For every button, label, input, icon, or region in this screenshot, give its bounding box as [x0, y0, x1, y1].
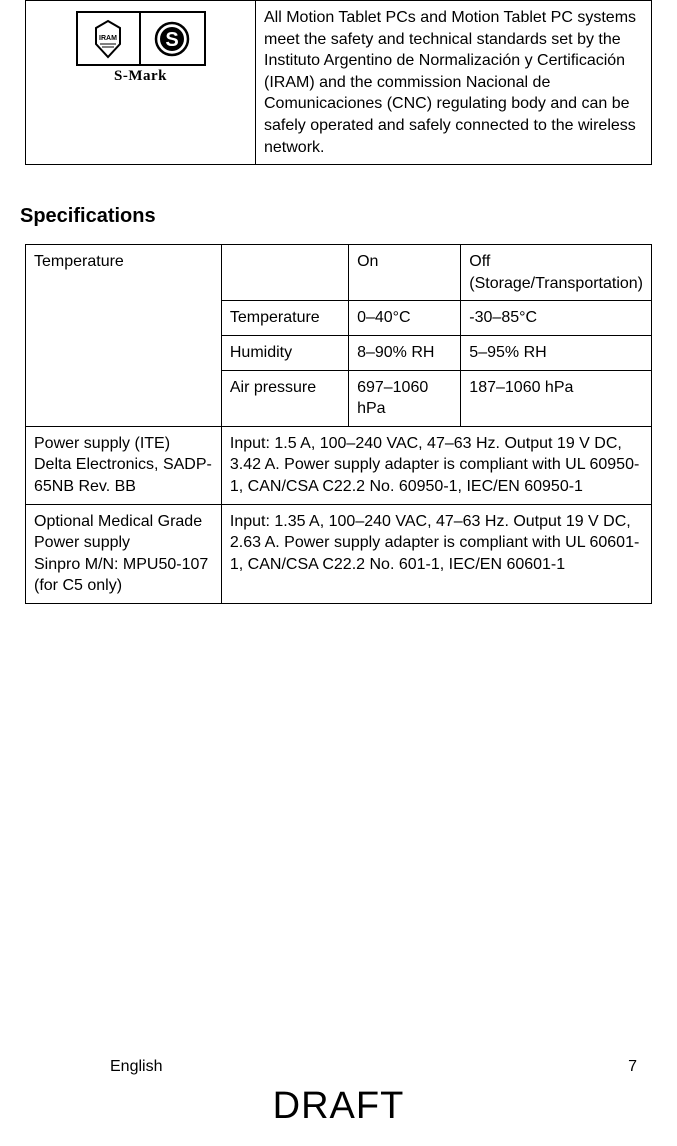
specifications-heading: Specifications: [20, 205, 657, 228]
cell-off: 5–95% RH: [461, 335, 652, 370]
certification-logo-cell: IRAM S S-Mark: [26, 1, 256, 165]
cell-on: 0–40°C: [349, 301, 461, 336]
specifications-table: Temperature On Off (Storage/Transportati…: [25, 244, 652, 604]
psu-ite-line1: Power supply (ITE): [34, 435, 170, 452]
cell-label: Air pressure: [221, 370, 348, 426]
table-row: Optional Medical Grade Power supply Sinp…: [26, 504, 652, 603]
svg-text:IRAM: IRAM: [99, 35, 117, 42]
iram-icon: IRAM: [78, 13, 141, 64]
table-row: Power supply (ITE) Delta Electronics, SA…: [26, 426, 652, 504]
psu-medical-value: Input: 1.35 A, 100–240 VAC, 47–63 Hz. Ou…: [221, 504, 651, 603]
psu-med-line1: Optional Medical Grade Power supply: [34, 513, 202, 552]
psu-med-line2: Sinpro M/N: MPU50-107 (for C5 only): [34, 556, 208, 595]
temp-header-row: Temperature On Off (Storage/Transportati…: [26, 245, 652, 301]
cell-off: -30–85°C: [461, 301, 652, 336]
psu-ite-label: Power supply (ITE) Delta Electronics, SA…: [26, 426, 222, 504]
smark-label: S-Mark: [76, 68, 206, 85]
col-on: On: [349, 245, 461, 301]
s-circle-icon: S: [141, 13, 204, 64]
temperature-label: Temperature: [26, 245, 222, 427]
psu-ite-value: Input: 1.5 A, 100–240 VAC, 47–63 Hz. Out…: [221, 426, 651, 504]
col-off: Off (Storage/Transportation): [461, 245, 652, 301]
page-footer: English 7: [0, 1058, 677, 1076]
col-blank: [221, 245, 348, 301]
footer-page-number: 7: [628, 1058, 637, 1076]
footer-language: English: [110, 1058, 162, 1076]
psu-medical-label: Optional Medical Grade Power supply Sinp…: [26, 504, 222, 603]
svg-text:S: S: [165, 29, 178, 51]
certification-table: IRAM S S-Mark All Mot: [25, 0, 652, 165]
cell-off: 187–1060 hPa: [461, 370, 652, 426]
certification-text: All Motion Tablet PCs and Motion Tablet …: [256, 1, 652, 165]
cell-on: 697–1060 hPa: [349, 370, 461, 426]
cell-on: 8–90% RH: [349, 335, 461, 370]
iram-smark-logo: IRAM S S-Mark: [76, 11, 206, 85]
cell-label: Humidity: [221, 335, 348, 370]
draft-watermark: DRAFT: [0, 1085, 677, 1128]
cell-label: Temperature: [221, 301, 348, 336]
psu-ite-line2: Delta Electronics, SADP-65NB Rev. BB: [34, 456, 212, 495]
